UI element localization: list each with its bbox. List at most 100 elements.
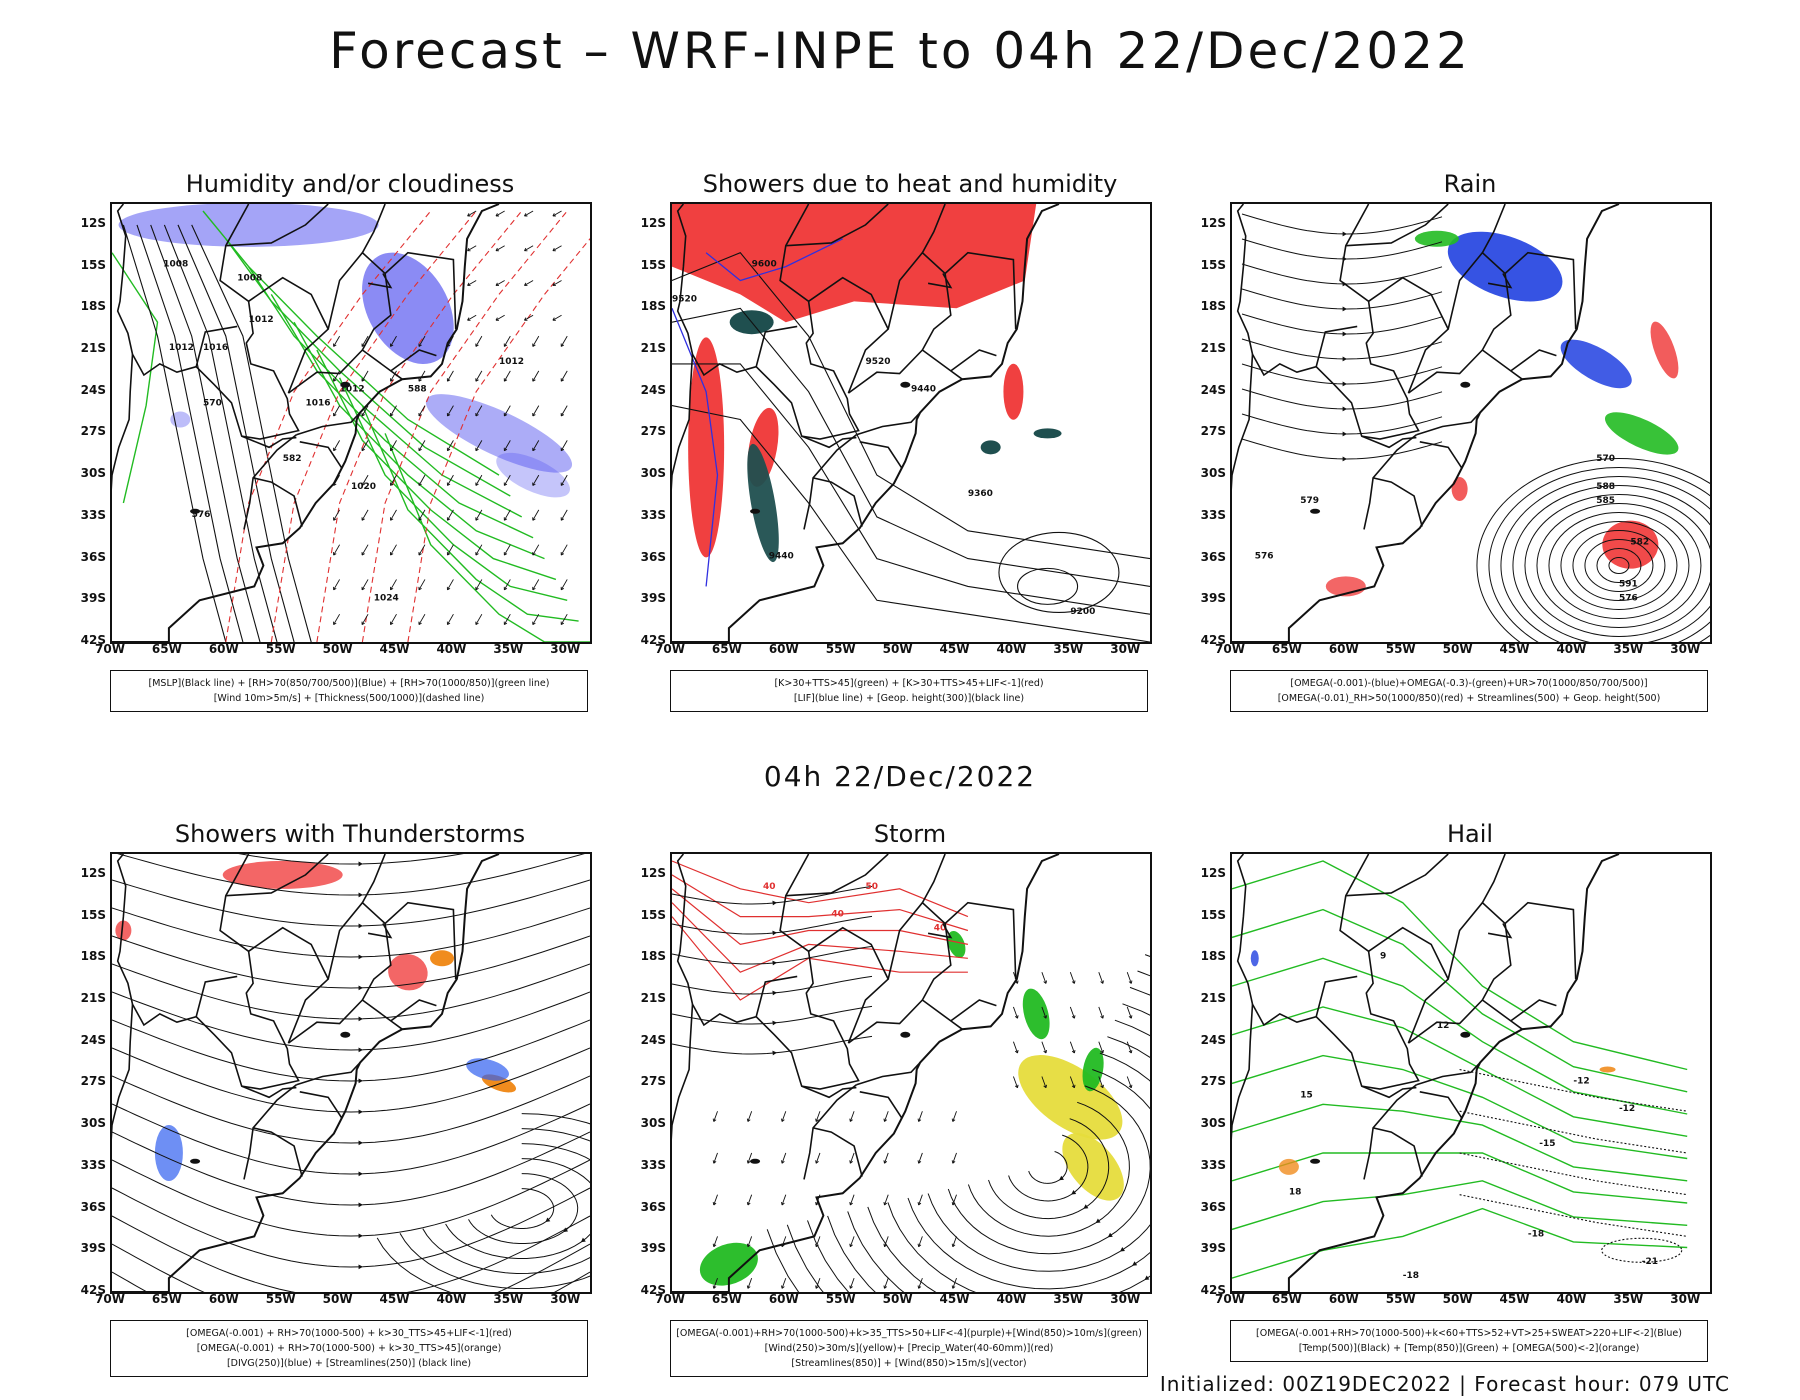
wind-vector <box>467 280 477 286</box>
streamline <box>1241 313 1443 335</box>
lat-tick-label: 42S <box>1200 1283 1226 1297</box>
streamline <box>112 1047 590 1113</box>
wind-vector-head <box>361 482 365 486</box>
wind-vector-head <box>560 343 565 347</box>
panel-title: Showers due to heat and humidity <box>702 170 1118 198</box>
wind-vector-head <box>503 378 508 382</box>
lon-axis: 70W 65W 60W 55W 50W 45W 40W 35W 30W <box>95 1292 588 1308</box>
country-border <box>248 276 330 394</box>
legend-line: [DIVG(250)](blue) + [Streamlines(250)] (… <box>226 1358 472 1369</box>
wind-vector-head <box>1100 1084 1104 1089</box>
lon-axis: 70W 65W 60W 55W 50W 45W 40W 35W 30W <box>1215 1292 1708 1308</box>
country-border <box>367 923 393 939</box>
streamline-arrow <box>1059 1175 1064 1181</box>
wind-vector <box>495 245 505 252</box>
field-patch <box>747 443 779 563</box>
contour-label: 588 <box>1596 482 1615 492</box>
wind-vector-head <box>475 586 479 591</box>
wind-vector <box>532 509 540 521</box>
wind-vector-head <box>560 482 565 486</box>
streamline <box>1500 476 1710 642</box>
wind-vector-head <box>1071 980 1076 984</box>
wind-vector <box>418 370 426 382</box>
country-border <box>384 251 457 330</box>
country-border <box>755 1016 857 1099</box>
wind-vector-head <box>475 447 479 452</box>
country-border <box>327 901 392 1001</box>
wind-vector <box>1069 1076 1075 1088</box>
wind-vector <box>1041 1006 1047 1019</box>
red-field <box>672 204 1037 323</box>
streamline <box>1241 413 1443 435</box>
country-border <box>219 204 300 440</box>
streamline <box>112 963 590 1020</box>
wind-vector <box>390 440 397 451</box>
country-border <box>950 349 997 372</box>
wind-vector-head <box>1071 1015 1076 1019</box>
streamline-arrow <box>772 960 777 966</box>
isobar <box>150 224 261 642</box>
wind-vector <box>884 1236 889 1247</box>
streamline <box>1536 503 1702 629</box>
wind-vector <box>560 440 568 451</box>
contour-label: 1008 <box>163 260 188 270</box>
wind-vector-head <box>418 378 422 382</box>
wind-vector-head <box>532 447 536 452</box>
wind-vector-head <box>361 586 365 591</box>
streamline <box>112 1271 590 1292</box>
legend-line: [LIF](blue line) + [Geop. height(300)](b… <box>793 693 1025 704</box>
lake-mark <box>1310 1158 1321 1164</box>
lat-tick-label: 39S <box>1200 591 1226 606</box>
wind-vector <box>849 1111 855 1122</box>
precip-water-contour <box>672 888 969 946</box>
lon-tick-label: 45W <box>379 1292 410 1306</box>
country-border <box>808 926 890 1044</box>
country-border <box>384 901 457 980</box>
country-border <box>808 276 890 394</box>
contour-label: 570 <box>1596 454 1615 464</box>
wind-vector <box>560 544 568 556</box>
contour-label: -12 <box>1619 1104 1635 1114</box>
wind-vector <box>815 1277 821 1289</box>
contour-label: -18 <box>1403 1271 1419 1281</box>
streamline <box>907 1052 1150 1290</box>
contour-label: 582 <box>1630 538 1649 548</box>
field-patch <box>1451 477 1468 502</box>
lon-tick-label: 30W <box>550 642 581 656</box>
country-border <box>112 1004 134 1140</box>
contour-label: 576 <box>192 510 211 520</box>
temp850-contour <box>1232 908 1688 1093</box>
streamline <box>672 975 873 995</box>
streamline <box>1241 213 1443 235</box>
lon-tick-label: 70W <box>95 1292 125 1306</box>
streamline-arrow <box>358 1233 363 1239</box>
country-border <box>1416 1062 1481 1086</box>
lake-mark <box>1460 381 1471 388</box>
country-border <box>195 366 297 449</box>
country-border <box>296 1062 361 1086</box>
country-border <box>1510 349 1557 372</box>
wind-vector <box>390 405 397 417</box>
temp850-contour <box>1232 957 1688 1115</box>
wind-vector <box>918 1152 923 1164</box>
wind-vector <box>418 509 426 521</box>
lon-tick-label: 35W <box>493 642 524 656</box>
wind-vector <box>475 613 483 625</box>
isobar <box>122 224 227 642</box>
streamline <box>1476 458 1710 642</box>
wind-vector <box>390 509 397 521</box>
lat-tick-label: 30S <box>1200 466 1226 481</box>
streamline-arrow <box>358 1109 363 1115</box>
lat-tick-label: 12S <box>1200 865 1226 880</box>
precip-water-contour <box>672 860 969 918</box>
wind-vector <box>475 335 483 347</box>
wind-vector <box>390 579 397 591</box>
wind-vector <box>552 210 562 217</box>
wind-vector-head <box>883 1118 888 1122</box>
wind-vector <box>1069 1041 1075 1054</box>
country-border <box>1345 854 1449 897</box>
wind-vector-head <box>883 1160 888 1164</box>
wind-vector <box>849 1277 855 1289</box>
field-patch <box>425 394 573 473</box>
wind-vector <box>361 579 369 591</box>
